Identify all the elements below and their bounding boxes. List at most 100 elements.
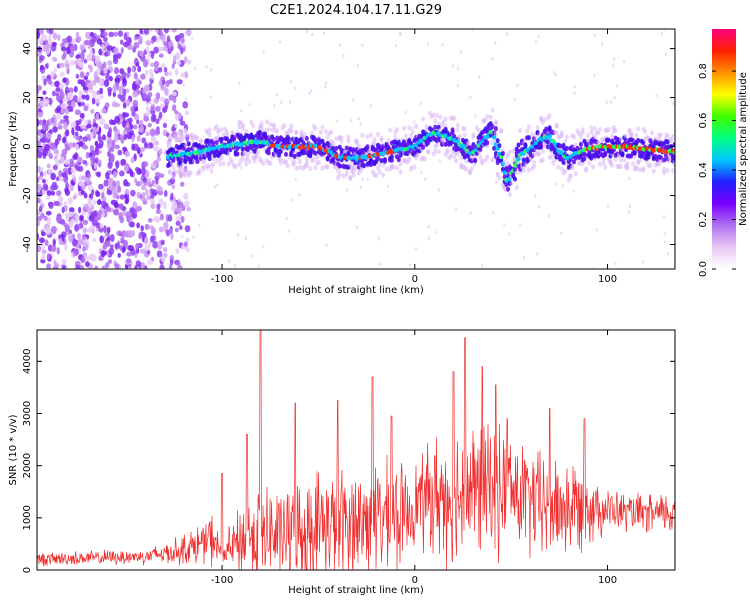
heatmap-cell xyxy=(313,125,318,132)
heatmap-cell xyxy=(628,204,632,209)
heatmap-cell xyxy=(180,37,185,44)
heatmap-cell xyxy=(614,261,617,266)
heatmap-cell xyxy=(72,154,77,160)
heatmap-cell xyxy=(118,203,124,210)
heatmap-cell xyxy=(84,119,89,125)
heatmap-cell xyxy=(123,165,129,173)
heatmap-cell xyxy=(238,133,243,139)
heatmap-cell xyxy=(294,129,299,136)
heatmap-cell xyxy=(436,149,441,155)
heatmap-cell xyxy=(305,29,309,34)
heatmap-cell xyxy=(98,48,103,56)
heatmap-cell xyxy=(294,86,297,91)
heatmap-cell xyxy=(163,98,170,106)
heatmap-cell xyxy=(82,252,88,257)
heatmap-cell xyxy=(102,134,106,141)
heatmap-cell xyxy=(50,172,57,181)
heatmap-cell xyxy=(625,161,630,167)
heatmap-cell xyxy=(59,62,65,68)
heatmap-cell xyxy=(261,161,266,167)
heatmap-cell xyxy=(304,135,309,141)
heatmap-cell xyxy=(171,63,175,69)
heatmap-cell xyxy=(116,194,120,200)
heatmap-cell xyxy=(123,179,128,187)
heatmap-cell xyxy=(155,92,161,100)
heatmap-cell xyxy=(378,262,382,267)
heatmap-cell xyxy=(183,167,188,174)
heatmap-cell xyxy=(183,192,189,200)
heatmap-cell xyxy=(132,201,138,209)
heatmap-cell xyxy=(547,125,552,131)
heatmap-cell xyxy=(322,31,326,35)
heatmap-cell xyxy=(98,255,103,261)
heatmap-cell xyxy=(195,135,200,142)
heatmap-cell xyxy=(448,153,453,159)
heatmap-cell xyxy=(83,192,88,199)
heatmap-cell xyxy=(209,95,212,99)
heatmap-cell xyxy=(561,183,564,188)
heatmap-cell xyxy=(663,240,667,245)
heatmap-cell xyxy=(180,215,185,223)
heatmap-cell xyxy=(289,80,293,84)
heatmap-cell xyxy=(152,240,158,249)
heatmap-cell xyxy=(456,83,459,88)
heatmap-cell xyxy=(294,136,299,142)
heatmap-cell xyxy=(441,136,446,143)
heatmap-cell xyxy=(84,256,91,261)
heatmap-cell xyxy=(636,138,641,144)
heatmap-cell xyxy=(43,170,47,177)
heatmap-cell xyxy=(52,126,58,133)
heatmap-cell xyxy=(78,118,82,125)
heatmap-cell xyxy=(76,96,83,103)
heatmap-cell xyxy=(59,92,63,101)
heatmap-cell xyxy=(113,69,120,74)
spectrogram-y-axis-label: Frequency (Hz) xyxy=(8,111,19,187)
heatmap-cell xyxy=(180,47,184,55)
heatmap-cell xyxy=(355,225,359,230)
heatmap-cell xyxy=(535,124,540,131)
heatmap-cell xyxy=(628,176,631,181)
heatmap-cell xyxy=(56,105,62,113)
heatmap-cell xyxy=(128,217,133,223)
heatmap-cell xyxy=(178,225,183,231)
heatmap-cell xyxy=(163,67,168,73)
heatmap-cell xyxy=(63,42,69,48)
heatmap-cell xyxy=(145,40,152,46)
heatmap-cell xyxy=(275,92,278,97)
heatmap-cell xyxy=(464,166,469,172)
heatmap-cell xyxy=(180,72,186,78)
heatmap-cell xyxy=(43,215,48,221)
heatmap-cell xyxy=(90,155,96,162)
heatmap-cell xyxy=(566,177,571,183)
heatmap-cell xyxy=(43,78,47,86)
heatmap-cell xyxy=(278,156,283,163)
heatmap-cell xyxy=(67,91,74,99)
heatmap-cell xyxy=(377,169,382,175)
colorbar-tick-label: 0.2 xyxy=(698,212,709,228)
heatmap-cell xyxy=(521,157,526,163)
heatmap-cell xyxy=(476,127,481,133)
heatmap-cell xyxy=(70,167,77,174)
heatmap-cell xyxy=(152,137,156,146)
heatmap-cell xyxy=(104,102,110,109)
heatmap-cell xyxy=(278,40,282,45)
heatmap-cell xyxy=(144,244,150,252)
heatmap-cell xyxy=(187,58,192,65)
heatmap-cell xyxy=(167,214,173,222)
heatmap-cell xyxy=(125,36,132,43)
colorbar-tick-label: 0.0 xyxy=(698,261,709,277)
heatmap-cell xyxy=(589,129,594,135)
heatmap-cell xyxy=(143,59,149,68)
heatmap-cell xyxy=(214,140,219,146)
heatmap-cell xyxy=(379,158,384,164)
heatmap-cell xyxy=(248,103,251,107)
heatmap-cell xyxy=(554,123,559,129)
heatmap-cell xyxy=(140,197,147,202)
heatmap-cell xyxy=(372,141,377,147)
heatmap-cell xyxy=(537,151,542,157)
heatmap-cell xyxy=(617,140,622,146)
heatmap-cell xyxy=(291,197,294,202)
heatmap-cell xyxy=(155,118,160,125)
heatmap-cell xyxy=(625,165,630,171)
spectrogram-heatmap xyxy=(37,29,675,269)
